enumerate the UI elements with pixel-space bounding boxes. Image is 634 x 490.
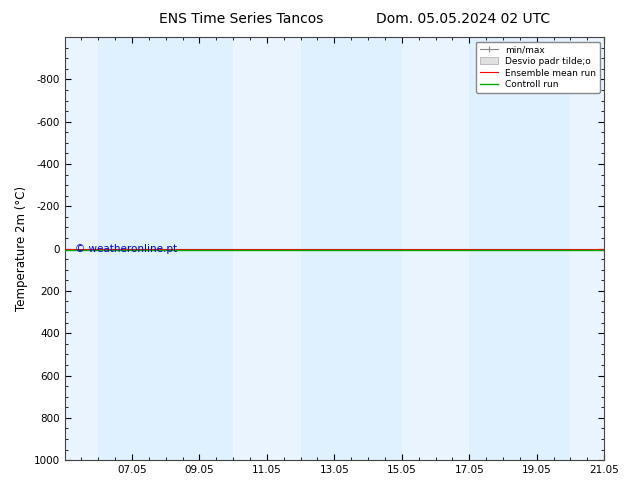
Y-axis label: Temperature 2m (°C): Temperature 2m (°C) (15, 186, 28, 311)
Bar (402, 37, 469, 460)
Text: © weatheronline.pt: © weatheronline.pt (75, 244, 178, 254)
Text: Dom. 05.05.2024 02 UTC: Dom. 05.05.2024 02 UTC (376, 12, 550, 26)
Text: ENS Time Series Tancos: ENS Time Series Tancos (158, 12, 323, 26)
Bar (571, 37, 604, 460)
Bar (65, 37, 98, 460)
Bar (233, 37, 301, 460)
Legend: min/max, Desvio padr tilde;o, Ensemble mean run, Controll run: min/max, Desvio padr tilde;o, Ensemble m… (476, 42, 600, 93)
